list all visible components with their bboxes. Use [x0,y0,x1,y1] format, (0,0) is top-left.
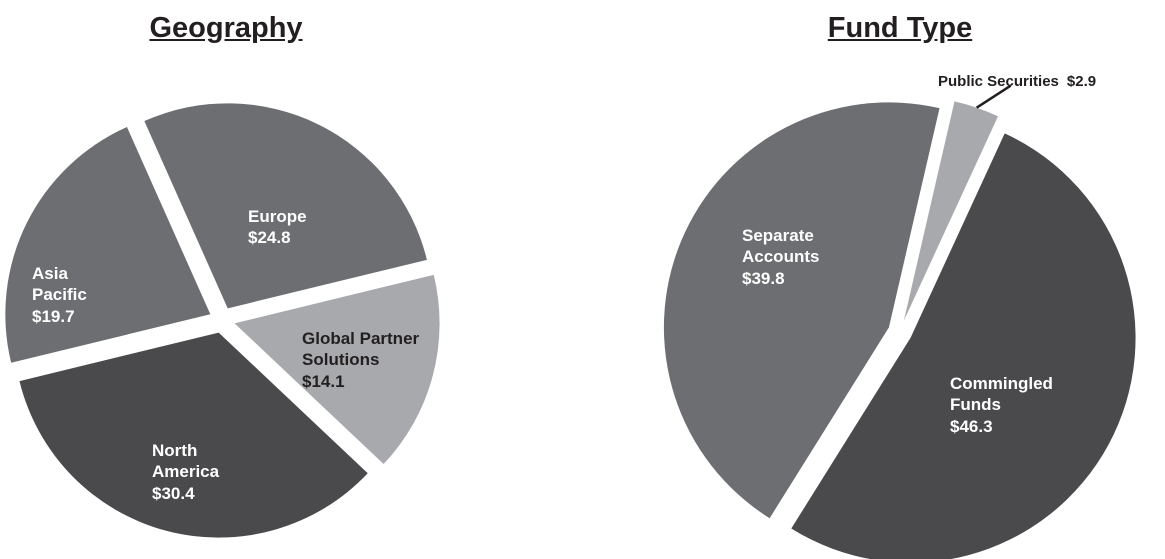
slice-label: Commingled Funds $46.3 [950,373,1070,437]
slice-label: North America $30.4 [152,440,252,504]
category-label: Commingled Funds [950,374,1053,415]
pie-slice [5,126,211,363]
slice-label: Public Securities $2.9 [938,73,1096,92]
value-label: $2.9 [1066,73,1097,90]
value-label: $30.4 [152,483,195,503]
value-label: $19.7 [32,306,75,326]
pie-slice [663,102,940,519]
chart-title: Fund Type [827,12,973,44]
slice-label: Separate Accounts $39.8 [742,225,852,289]
leader-line [975,84,1012,109]
value-label: $14.1 [302,371,345,391]
category-label: Asia Pacific [32,264,87,305]
slice-label: Asia Pacific $19.7 [32,263,122,327]
pie-slice [903,101,999,321]
category-label: Europe [248,207,307,226]
chart-title: Geography [149,12,303,44]
slice-label: Global Partner Solutions $14.1 [302,328,462,392]
pie-slice [144,103,427,309]
value-label: $24.8 [248,228,291,248]
value-label: $39.8 [742,268,785,288]
pie-slice [791,133,1136,559]
value-label: $46.3 [950,416,993,436]
category-label: Global Partner Solutions [302,329,420,370]
pie-slice [234,274,440,465]
category-label: Public Securities [938,73,1059,90]
pie-slice [19,332,368,538]
category-label: North America [152,441,220,482]
slice-label: Europe $24.8 [248,206,358,249]
category-label: Separate Accounts [742,226,820,267]
